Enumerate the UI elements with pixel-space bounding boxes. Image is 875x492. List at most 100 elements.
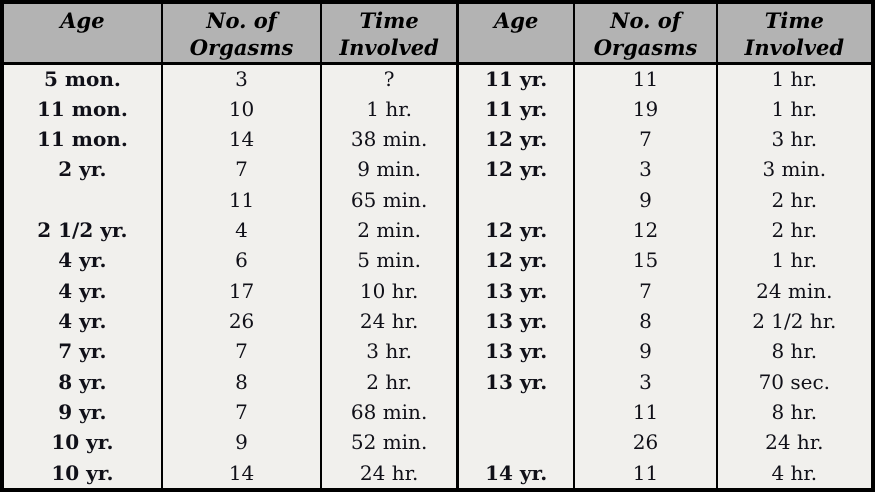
orgasm-count-cell: 11 [574,396,718,428]
time-involved-cell: 65 min. [321,184,459,215]
table-row: 7 yr. 7 3 hr. 13 yr. 9 8 hr. [4,336,871,367]
time-involved-cell: 1 hr. [771,96,818,121]
age-cell: 12 yr. [457,123,576,155]
time-involved-cell: 5 min. [321,245,459,276]
time-involved-cell: 70 sec. [758,369,831,394]
orgasm-count-cell: 11 [574,63,718,94]
time-involved-cell: 3 hr. [771,127,818,152]
table-row: 4 yr. 26 24 hr. 13 yr. 8 2 1/2 hr. [4,305,871,337]
age-cell: 10 yr. [4,457,163,488]
time-involved-cell: 4 hr. [771,460,818,485]
table-row: 10 yr. 14 24 hr. 14 yr. 11 4 hr. [4,457,871,488]
table-row: 2 yr. 7 9 min. 12 yr. 3 3 min. [4,154,871,185]
time-involved-cell: 1 hr. [771,248,818,273]
header-cell-age: Age [4,4,163,65]
age-cell: 12 yr. [457,214,576,246]
time-involved-cell: 3 hr. [321,336,459,367]
orgasm-count-cell: 7 [161,396,323,428]
age-cell: 9 yr. [4,396,163,428]
orgasm-count-cell: 7 [161,154,323,185]
orgasm-count-cell: 17 [161,275,323,306]
orgasm-count-cell: 4 [161,214,323,246]
time-involved-cell: 2 1/2 hr. [752,309,837,334]
orgasm-count-cell: 7 [574,275,718,306]
table-row: 4 yr. 17 10 hr. 13 yr. 7 24 min. [4,275,871,306]
time-involved-cell: 8 hr. [771,339,818,364]
age-cell: 13 yr. [457,275,576,306]
time-involved-cell: 1 hr. [321,93,459,124]
time-involved-cell: ? [321,63,459,94]
time-involved-cell: 68 min. [321,396,459,428]
table-row: 5 mon. 3? 11 yr. 11 1 hr. [4,63,871,94]
orgasm-count-cell: 3 [161,63,323,94]
orgasm-count-cell: 14 [161,457,323,488]
orgasm-count-cell: 9 [574,336,718,367]
orgasm-count-cell: 26 [161,305,323,337]
time-involved-cell: 2 hr. [321,366,459,397]
header-cell-orgasms: No. of Orgasms [574,4,718,65]
table-row: 9 yr. 7 68 min. 11 8 hr. [4,396,871,428]
age-cell: 12 yr. [457,245,576,276]
orgasm-count-cell: 26 [574,427,718,458]
table-row: 4 yr. 6 5 min. 12 yr. 15 1 hr. [4,245,871,276]
age-cell: 14 yr. [457,457,576,488]
age-cell: 8 yr. [4,366,163,397]
age-cell: 11 yr. [457,63,576,94]
age-cell: 13 yr. [457,366,576,397]
orgasm-count-cell: 7 [161,336,323,367]
orgasm-count-cell: 9 [574,184,718,215]
age-cell: 11 mon. [4,93,163,124]
time-involved-cell: 2 min. [321,214,459,246]
age-cell [457,427,576,458]
age-cell: 10 yr. [4,427,163,458]
time-involved-cell: 38 min. [321,123,459,155]
time-involved-cell: 24 hr. [765,430,824,455]
age-cell: 13 yr. [457,305,576,337]
orgasm-count-cell: 3 [574,366,718,397]
orgasm-count-cell: 6 [161,245,323,276]
orgasm-count-cell: 14 [161,123,323,155]
time-involved-cell: 2 hr. [771,218,818,243]
time-involved-cell: 8 hr. [771,400,818,425]
orgasm-count-cell: 10 [161,93,323,124]
orgasm-count-cell: 8 [161,366,323,397]
table-row: 11 mon. 10 1 hr. 11 yr. 19 1 hr. [4,93,871,124]
time-involved-cell: 52 min. [321,427,459,458]
orgasm-count-cell: 12 [574,214,718,246]
data-table: Age No. of Orgasms Time Involved Age No. of … [4,4,871,488]
orgasm-count-cell: 19 [574,93,718,124]
table-row: 8 yr. 8 2 hr. 13 yr. 3 70 sec. [4,366,871,397]
time-involved-cell: 3 min. [762,157,827,182]
orgasm-count-cell: 11 [161,184,323,215]
age-cell [4,184,163,215]
time-involved-cell: 10 hr. [321,275,459,306]
header-cell-age: Age [457,4,576,65]
age-cell: 2 yr. [4,154,163,185]
time-involved-cell: 24 hr. [321,457,459,488]
orgasm-count-cell: 8 [574,305,718,337]
age-cell: 2 1/2 yr. [4,214,163,246]
table-body: 5 mon. 3? 11 yr. 11 1 hr. 11 mon. 10 1 hr. 11 yr… [4,63,871,488]
age-cell: 13 yr. [457,336,576,367]
age-cell: 11 yr. [457,93,576,124]
orgasm-count-cell: 11 [574,457,718,488]
orgasm-count-cell: 7 [574,123,718,155]
age-cell: 5 mon. [4,63,163,94]
age-cell: 11 mon. [4,123,163,155]
table-row: 11 mon. 14 38 min. 12 yr. 7 3 hr. [4,123,871,155]
table-header-row: Age No. of Orgasms Time Involved Age No. of … [4,4,871,65]
header-cell-time: Time Involved [716,4,871,65]
table-row: 2 1/2 yr. 4 2 min. 12 yr. 12 2 hr. [4,214,871,246]
age-cell: 7 yr. [4,336,163,367]
age-cell [457,184,576,215]
age-cell: 4 yr. [4,305,163,337]
time-involved-cell: 24 min. [756,278,833,303]
time-involved-cell: 2 hr. [771,187,818,212]
time-involved-cell: 9 min. [321,154,459,185]
age-cell: 12 yr. [457,154,576,185]
orgasm-count-cell: 3 [574,154,718,185]
table-header: Age No. of Orgasms Time Involved Age No. of … [4,4,871,65]
orgasm-count-cell: 9 [161,427,323,458]
time-involved-cell: 1 hr. [771,67,818,92]
